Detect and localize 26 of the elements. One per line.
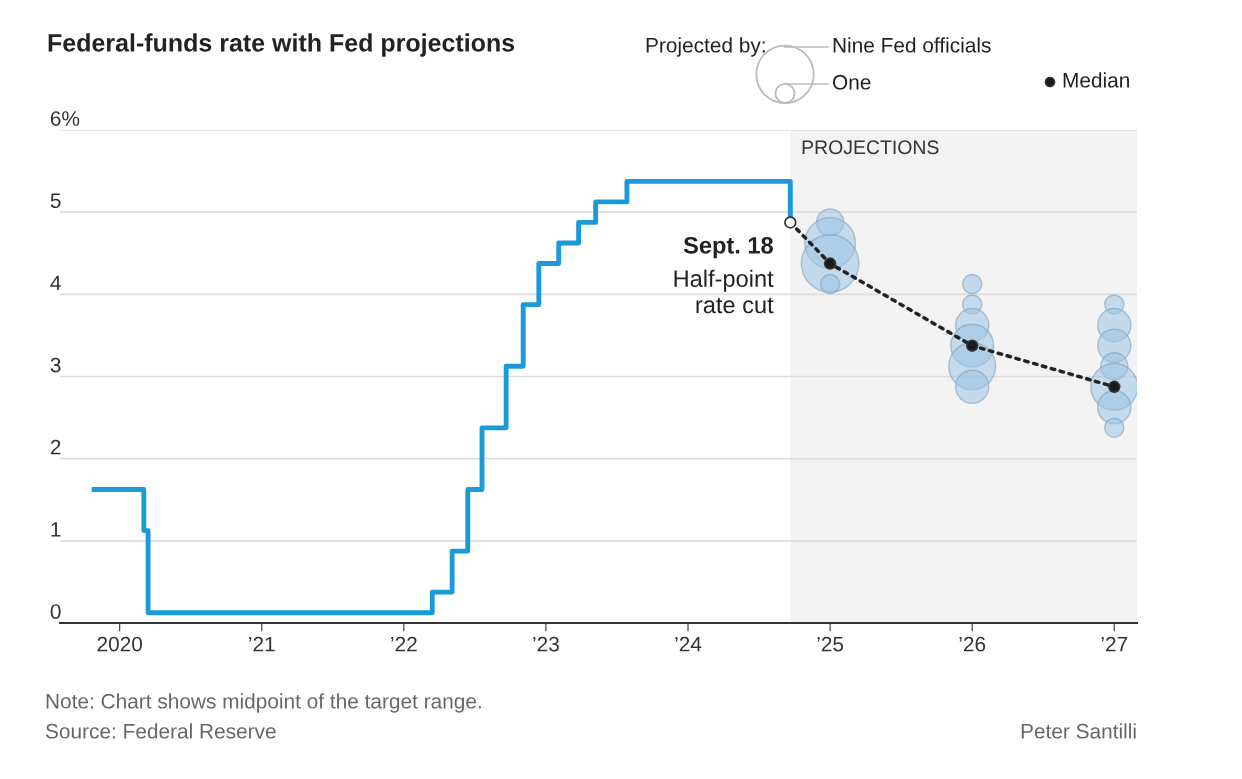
y-tick-label: 0	[50, 604, 61, 619]
legend-label: Median	[1063, 72, 1129, 88]
legend-title: Projected by:	[646, 37, 765, 57]
x-tick-label: ’27	[1101, 636, 1128, 652]
chart-title: Federal-funds rate with Fed projections	[48, 33, 515, 57]
y-tick-label: 3	[50, 357, 61, 373]
y-tick-label: 6%	[50, 111, 80, 126]
x-tick-label: 2020	[97, 636, 143, 652]
x-tick-label: ’24	[675, 636, 702, 652]
x-tick-label: ’26	[959, 636, 986, 652]
x-tick-label: ’21	[249, 636, 275, 652]
y-tick-label: 2	[50, 439, 61, 455]
y-tick-label: 1	[51, 522, 61, 537]
band-label: PROJECTIONS	[802, 140, 939, 155]
legend-label: Nine Fed officials	[833, 37, 991, 53]
annotation: Sept. 18	[683, 236, 773, 259]
text: Peter Santilli	[1021, 723, 1136, 739]
y-tick-label: 5	[50, 193, 61, 209]
y-tick-label: 4	[50, 275, 61, 291]
x-tick-label: ’22	[391, 636, 417, 652]
legend-label: One	[832, 74, 871, 90]
text: Note: Chart shows midpoint of the target range.	[46, 693, 481, 713]
x-tick-label: ’23	[533, 636, 559, 652]
x-tick-label: ’25	[817, 636, 844, 652]
source-note: Source: Federal Reserve	[45, 723, 276, 739]
annotation: Half-point rate cut	[674, 269, 774, 314]
